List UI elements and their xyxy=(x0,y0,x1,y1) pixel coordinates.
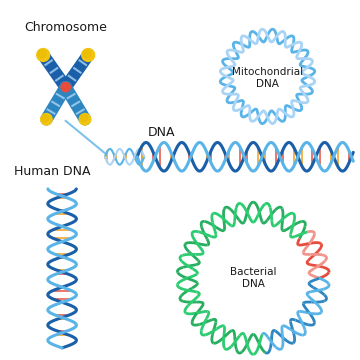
Text: Bacterial
DNA: Bacterial DNA xyxy=(230,267,276,289)
Text: Human DNA: Human DNA xyxy=(14,165,90,178)
Circle shape xyxy=(37,49,50,62)
Text: Chromosome: Chromosome xyxy=(24,21,108,34)
Circle shape xyxy=(82,49,95,62)
Circle shape xyxy=(61,82,70,92)
Circle shape xyxy=(42,115,49,122)
Circle shape xyxy=(38,50,46,58)
Circle shape xyxy=(81,115,87,122)
Circle shape xyxy=(83,50,91,58)
Circle shape xyxy=(79,113,91,125)
Text: DNA: DNA xyxy=(148,126,175,139)
Text: Mitochondrial
DNA: Mitochondrial DNA xyxy=(232,67,303,89)
Circle shape xyxy=(41,113,52,125)
